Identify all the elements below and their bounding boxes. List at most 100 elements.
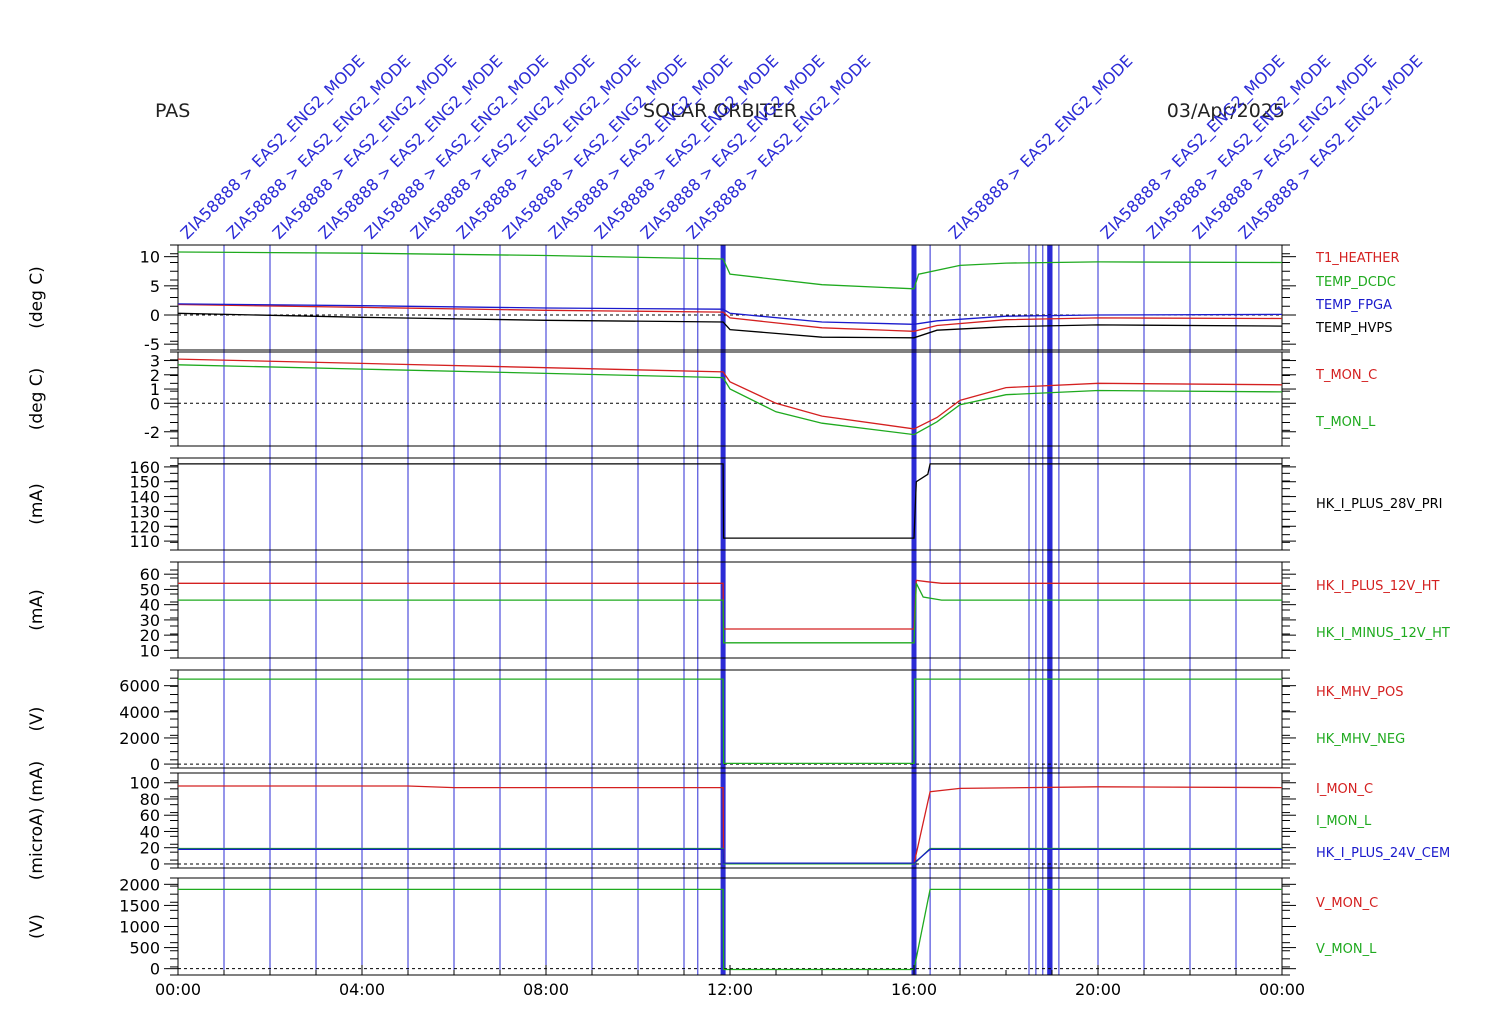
y-tick-label: 120 bbox=[129, 517, 160, 536]
y-axis-label: (microA) (mA) bbox=[27, 761, 47, 880]
legend-label: I_MON_C bbox=[1316, 782, 1373, 797]
x-tick-label: 16:00 bbox=[891, 980, 937, 999]
series-line bbox=[178, 888, 1282, 971]
y-tick-label: 3 bbox=[150, 352, 160, 371]
legend-label: T_MON_C bbox=[1315, 368, 1377, 383]
x-tick-label: 04:00 bbox=[339, 980, 385, 999]
y-tick-label: 6000 bbox=[119, 677, 160, 696]
y-axis-label: (V) bbox=[27, 707, 47, 732]
legend-label: T1_HEATHER bbox=[1315, 251, 1400, 266]
legend-label: V_MON_C bbox=[1316, 896, 1378, 911]
y-tick-label: 4000 bbox=[119, 703, 160, 722]
y-tick-label: 30 bbox=[140, 611, 160, 630]
panel-frame bbox=[177, 561, 1283, 659]
y-tick-label: 150 bbox=[129, 473, 160, 492]
panel-frame bbox=[177, 669, 1283, 769]
event-label: ZIA58888 > EAS2_ENG2_MODE bbox=[1189, 51, 1381, 243]
x-tick-label: 00:00 bbox=[155, 980, 201, 999]
header-left: PAS bbox=[155, 100, 190, 122]
y-tick-label: 2 bbox=[150, 366, 160, 385]
series-line bbox=[177, 303, 1283, 332]
series-line bbox=[178, 678, 1282, 765]
panel-frame bbox=[177, 877, 1283, 976]
legend-label: HK_I_PLUS_28V_PRI bbox=[1316, 497, 1442, 512]
y-tick-label: 0 bbox=[150, 394, 160, 413]
event-label: ZIA58888 > EAS2_ENG2_MODE bbox=[1143, 51, 1335, 243]
y-tick-label: 10 bbox=[140, 248, 160, 267]
legend-label: T_MON_L bbox=[1315, 415, 1376, 430]
legend-label: HK_I_PLUS_24V_CEM bbox=[1316, 846, 1450, 861]
series-line bbox=[177, 312, 1283, 339]
y-tick-label: 0 bbox=[150, 755, 160, 774]
y-tick-label: 0 bbox=[150, 306, 160, 325]
legend-label: TEMP_DCDC bbox=[1315, 275, 1396, 290]
series-line bbox=[178, 583, 1282, 644]
series-line bbox=[178, 785, 1283, 865]
y-tick-label: 140 bbox=[129, 488, 160, 507]
y-tick-label: 20 bbox=[140, 626, 160, 645]
panel-7: 0 500 1000 1500 2000 (V) V_MON_C V_MON_L bbox=[27, 875, 1378, 978]
panel-1: -5 0 5 10 (deg C) T1_HEATHER TEMP_DCDC TEMP_FPG… bbox=[27, 244, 1400, 354]
series-line bbox=[178, 847, 1282, 865]
y-tick-label: 0 bbox=[150, 855, 160, 874]
legend-label: HK_MHV_NEG bbox=[1316, 732, 1405, 747]
series-line bbox=[177, 303, 1283, 325]
legend-label: HK_MHV_POS bbox=[1316, 685, 1404, 700]
series-line bbox=[178, 848, 1282, 864]
series-line bbox=[177, 358, 1283, 430]
panel-frame bbox=[177, 351, 1283, 447]
panel-5: 0 2000 4000 6000 (V) HK_MHV_POS HK_MHV_NEG bbox=[27, 669, 1405, 774]
y-axis-label: (deg C) bbox=[27, 368, 47, 431]
y-axis-label: (V) bbox=[27, 914, 47, 939]
x-tick-label: 20:00 bbox=[1075, 980, 1121, 999]
y-axis-label: (mA) bbox=[27, 483, 47, 524]
y-axis-label: (mA) bbox=[27, 589, 47, 630]
y-tick-label: 40 bbox=[140, 822, 160, 841]
y-tick-label: 1000 bbox=[119, 918, 160, 937]
y-tick-label: 60 bbox=[140, 806, 160, 825]
y-tick-label: 1 bbox=[150, 380, 160, 399]
x-tick-label: 08:00 bbox=[523, 980, 569, 999]
y-tick-label: -2 bbox=[144, 423, 160, 442]
event-label: ZIA58888 > EAS2_ENG2_MODE bbox=[945, 51, 1137, 243]
legend-label: I_MON_L bbox=[1316, 814, 1372, 829]
series-line bbox=[177, 251, 1283, 290]
y-tick-label: 1500 bbox=[119, 896, 160, 915]
series-line bbox=[177, 364, 1283, 436]
y-tick-label: 40 bbox=[140, 596, 160, 615]
y-tick-label: 20 bbox=[140, 839, 160, 858]
y-tick-label: 130 bbox=[129, 502, 160, 521]
series-line bbox=[178, 463, 1282, 539]
legend-label: TEMP_HVPS bbox=[1315, 321, 1392, 336]
legend-label: TEMP_FPGA bbox=[1315, 298, 1392, 313]
y-tick-label: 2000 bbox=[119, 875, 160, 894]
y-tick-label: 5 bbox=[150, 277, 160, 296]
header-right: 03/Apr/2025 bbox=[1167, 100, 1285, 122]
legend-label: HK_I_MINUS_12V_HT bbox=[1316, 626, 1450, 641]
y-tick-label: 110 bbox=[129, 532, 160, 551]
legend-label: V_MON_L bbox=[1316, 942, 1377, 957]
x-tick-label: 00:00 bbox=[1259, 980, 1305, 999]
header-center: SOLAR ORBITER bbox=[643, 100, 797, 122]
y-tick-label: 100 bbox=[129, 774, 160, 793]
x-tick-label: 12:00 bbox=[707, 980, 753, 999]
x-axis: 00:00 04:00 08:00 12:00 16:00 20:00 00:00 bbox=[155, 965, 1305, 999]
legend-label: HK_I_PLUS_12V_HT bbox=[1316, 579, 1440, 594]
y-tick-label: -5 bbox=[144, 335, 160, 354]
panel-frame bbox=[177, 457, 1283, 551]
y-tick-label: 50 bbox=[140, 580, 160, 599]
y-tick-label: 10 bbox=[140, 641, 160, 660]
y-tick-label: 0 bbox=[150, 960, 160, 979]
panel-frame bbox=[177, 244, 1283, 351]
y-tick-label: 60 bbox=[140, 565, 160, 584]
y-axis-label: (deg C) bbox=[27, 266, 47, 329]
series-line bbox=[178, 579, 1282, 630]
y-tick-label: 500 bbox=[129, 939, 160, 958]
